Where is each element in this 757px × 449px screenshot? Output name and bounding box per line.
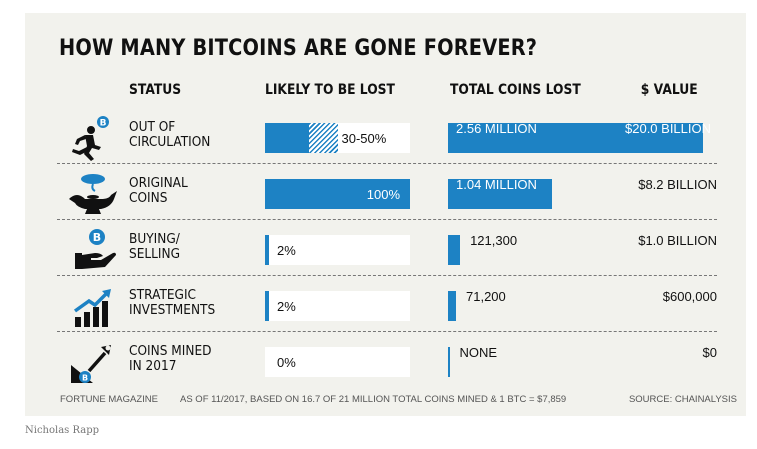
likely-lost-bar: 2% bbox=[265, 291, 410, 321]
likely-lost-fill bbox=[265, 235, 269, 265]
status-label: OUT OF CIRCULATION bbox=[129, 120, 210, 150]
status-line: IN 2017 bbox=[129, 358, 177, 374]
table-row: B BUYING/SELLING 2% 121,300 $1.0 BILLION bbox=[57, 225, 717, 280]
coins-lost-bar bbox=[448, 179, 552, 209]
image-credit: Nicholas Rapp bbox=[25, 425, 100, 436]
status-line: CIRCULATION bbox=[129, 134, 211, 150]
status-line: BUYING/ bbox=[129, 231, 180, 247]
row-separator bbox=[57, 331, 717, 332]
table-row: B COINS MINED IN 2017 0% NONE $0 bbox=[57, 337, 717, 392]
likely-lost-range bbox=[308, 123, 338, 153]
svg-text:B: B bbox=[93, 231, 101, 244]
status-line: COINS MINED bbox=[129, 343, 212, 359]
likely-lost-bar: 30-50% bbox=[265, 123, 410, 153]
magic-lamp-icon bbox=[61, 169, 125, 224]
coins-lost-label: NONE bbox=[459, 345, 498, 360]
shovel-bitcoin-icon: B bbox=[61, 337, 125, 392]
svg-text:B: B bbox=[82, 374, 88, 383]
header-total-coins-lost: TOTAL COINS LOST bbox=[450, 82, 581, 98]
status-label: ORIGINAL COINS bbox=[129, 176, 188, 206]
dollar-value-label: $0 bbox=[702, 345, 717, 360]
row-separator bbox=[57, 275, 717, 276]
likely-lost-label: 2% bbox=[277, 299, 296, 314]
status-line: STRATEGIC bbox=[129, 287, 197, 303]
dollar-value-label: $8.2 BILLION bbox=[638, 177, 717, 192]
coins-lost-bar bbox=[448, 123, 703, 153]
likely-lost-bar: 0% bbox=[265, 347, 410, 377]
table-row: STRATEGIC INVESTMENTS 2% 71,200 $600,000 bbox=[57, 281, 717, 336]
dollar-value-label: $600,000 bbox=[662, 289, 717, 304]
likely-lost-label: 2% bbox=[277, 243, 296, 258]
status-line: ORIGINAL bbox=[129, 175, 188, 191]
table-row: B OUT OF CIRCULATION 30-50% 2.56 MILLION $20.… bbox=[57, 113, 717, 168]
coins-lost-bar bbox=[448, 291, 456, 321]
likely-lost-label: 100% bbox=[366, 187, 400, 202]
coins-lost-label: 71,200 bbox=[466, 289, 506, 304]
coins-lost-label: 2.56 MILLION bbox=[456, 121, 537, 136]
infographic-card: HOW MANY BITCOINS ARE GONE FOREVER? STAT… bbox=[25, 13, 746, 416]
dollar-value-label: $20.0 BILLION bbox=[625, 121, 711, 136]
coins-lost-label: 121,300 bbox=[470, 233, 518, 248]
footer-note: AS OF 11/2017, BASED ON 16.7 OF 21 MILLI… bbox=[180, 394, 567, 405]
header-dollar-value: $ VALUE bbox=[641, 82, 698, 98]
coins-lost-bar bbox=[448, 235, 461, 265]
likely-lost-fill bbox=[265, 179, 410, 209]
coins-lost-bar bbox=[448, 347, 450, 377]
status-label: STRATEGIC INVESTMENTS bbox=[129, 288, 215, 318]
row-separator bbox=[57, 163, 717, 164]
chart-title: HOW MANY BITCOINS ARE GONE FOREVER? bbox=[59, 35, 538, 61]
table-row: ORIGINAL COINS 100% 1.04 MILLION $8.2 BILLIO… bbox=[57, 169, 717, 224]
likely-lost-label: 0% bbox=[277, 355, 296, 370]
status-label: BUYING/SELLING bbox=[129, 232, 180, 262]
status-line: SELLING bbox=[129, 246, 181, 262]
coins-lost-label: 1.04 MILLION bbox=[456, 177, 537, 192]
row-separator bbox=[57, 219, 717, 220]
likely-lost-bar: 2% bbox=[265, 235, 410, 265]
growth-chart-icon bbox=[61, 281, 125, 336]
status-line: INVESTMENTS bbox=[129, 302, 216, 318]
status-line: COINS bbox=[129, 190, 168, 206]
status-line: OUT OF bbox=[129, 119, 176, 135]
likely-lost-fill bbox=[265, 291, 269, 321]
likely-lost-bar: 100% bbox=[265, 179, 410, 209]
dollar-value-label: $1.0 BILLION bbox=[638, 233, 717, 248]
header-status: STATUS bbox=[129, 82, 182, 98]
running-bitcoin-icon: B bbox=[61, 113, 125, 168]
status-label: COINS MINED IN 2017 bbox=[129, 344, 211, 374]
footer-publisher: FORTUNE MAGAZINE bbox=[60, 394, 158, 405]
footer-source: SOURCE: CHAINALYSIS bbox=[628, 394, 737, 405]
likely-lost-label: 30-50% bbox=[341, 131, 387, 146]
hand-bitcoin-icon: B bbox=[61, 225, 125, 280]
likely-lost-fill bbox=[265, 123, 309, 153]
svg-text:B: B bbox=[100, 119, 107, 129]
header-likely-to-be-lost: LIKELY TO BE LOST bbox=[265, 82, 395, 98]
